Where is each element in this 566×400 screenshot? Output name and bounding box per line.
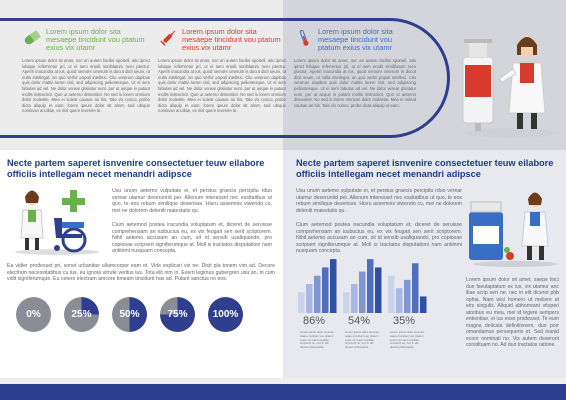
stat-note: Lorem ipsum dolor sit amet, saepe tincid…: [300, 330, 335, 350]
progress-slice: [160, 297, 195, 332]
bar-chart-3: [388, 263, 427, 313]
bar: [375, 267, 382, 313]
thermometer-icon: [299, 29, 309, 46]
progress-slice: [208, 297, 243, 332]
capsule-bottom-line: [0, 135, 360, 138]
progress-label: 75%: [167, 309, 188, 320]
stat-percent: 35%: [393, 315, 416, 327]
bar-chart-2: [343, 259, 382, 313]
bar: [404, 279, 411, 313]
doctor-pill-bottle-illustration: [469, 192, 557, 267]
stat-note: Lorem ipsum dolor sit amet, saepe tincid…: [390, 330, 425, 350]
footer-stripe: [0, 378, 566, 384]
stat-percent: 86%: [303, 315, 326, 327]
progress-fill: [208, 297, 243, 332]
doctor-wheelchair-illustration: [15, 190, 99, 255]
progress-circles: 0% 25% 50% 75% 100%: [16, 297, 243, 332]
progress-fill: [160, 297, 195, 332]
stat-percent: 54%: [348, 315, 371, 327]
bar: [306, 284, 313, 313]
progress-circle: 75%: [160, 297, 195, 332]
progress-slice: [129, 297, 147, 332]
top-band: [0, 0, 283, 150]
column-heading: Lorem ipsum dolor sita mesaepe tincidunt…: [182, 27, 281, 52]
bar: [330, 259, 337, 313]
progress-slice: [81, 297, 99, 315]
bar-chart-1: [298, 259, 337, 313]
column-body: Lorem ipsum dolor sit amet, nec an autem…: [294, 58, 416, 108]
bar: [388, 275, 395, 313]
column-body: Lorem ipsum dolor sit amet, nec an autem…: [22, 58, 150, 114]
progress-fill: [129, 297, 147, 332]
bar: [367, 259, 374, 313]
doctor-syringe-illustration: [462, 37, 555, 138]
capsule-top-line: [0, 18, 360, 21]
progress-label: 100%: [212, 309, 239, 320]
bar: [412, 263, 419, 313]
paragraph: Usu unum aetemo vulputate ei, et persius…: [112, 188, 272, 214]
footer-bar: [0, 384, 566, 400]
progress-circle: 50%: [112, 297, 147, 332]
progress-circle: 100%: [208, 297, 243, 332]
progress-circle: 25%: [64, 297, 99, 332]
info-column-3: Lorem ipsum dolor sita mesaepe tincidunt…: [294, 28, 416, 108]
progress-label: 25%: [71, 309, 92, 320]
progress-fill: [81, 297, 99, 315]
bar: [322, 267, 329, 313]
column-heading: Lorem ipsum dolor sita mesaepe tincidunt…: [46, 27, 145, 52]
bar: [298, 292, 305, 313]
progress-label: 0%: [26, 309, 41, 320]
column-body: Lorem ipsum dolor sit amet, nec an autem…: [158, 58, 286, 114]
info-column-2: Lorem ipsum dolor sita mesaepe tincidunt…: [158, 28, 286, 114]
paragraph: Ea vidier prodesset pri, sonet urbanitas…: [7, 263, 275, 283]
section-title: Necte partem saperet isnvenire consectet…: [296, 158, 554, 179]
section-title: Necte partem saperet isnvenire consectet…: [7, 158, 265, 179]
bar: [359, 271, 366, 313]
bar: [343, 292, 350, 313]
paragraph: Cium aetemod postea iracundia voluptatum…: [296, 222, 462, 255]
paragraph: Usu unum aetemo vulputate ei, et persius…: [296, 188, 462, 214]
column-heading: Lorem ipsum dolor sita mesaepe tincidunt…: [318, 27, 393, 52]
info-column-1: Lorem ipsum dolor sita mesaepe tincidunt…: [22, 28, 150, 114]
pill-capsule-icon: [24, 30, 41, 45]
syringe-icon: [160, 30, 176, 46]
bar: [314, 275, 321, 313]
stat-note: Lorem ipsum dolor sit amet, saepe tincid…: [345, 330, 380, 350]
bar: [396, 288, 403, 313]
paragraph: Lorem ipsum dolor sit amet, saepe tinci …: [466, 277, 559, 348]
capsule-frame: [278, 18, 450, 138]
bar: [420, 296, 427, 313]
progress-circle: 0%: [16, 297, 51, 332]
paragraph: Cium aetemod postea iracundia voluptatum…: [112, 222, 272, 255]
progress-label: 50%: [119, 309, 140, 320]
bar: [351, 284, 358, 313]
